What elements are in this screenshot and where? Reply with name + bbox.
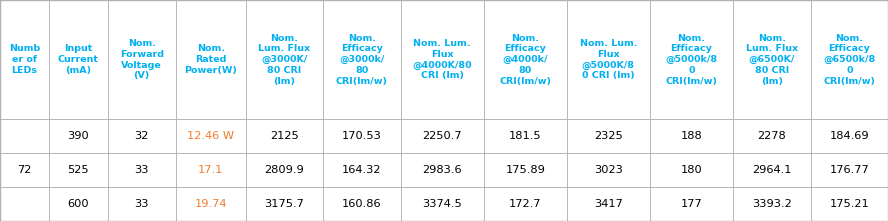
Text: 12.46 W: 12.46 W bbox=[187, 131, 234, 141]
Bar bbox=[400, 153, 484, 187]
Text: 177: 177 bbox=[680, 199, 702, 209]
Bar bbox=[176, 187, 246, 221]
Bar bbox=[811, 187, 888, 221]
Text: 2983.6: 2983.6 bbox=[423, 165, 462, 175]
Text: 2325: 2325 bbox=[594, 131, 622, 141]
Bar bbox=[0, 0, 49, 119]
Text: Nom.
Forward
Voltage
(V): Nom. Forward Voltage (V) bbox=[120, 39, 163, 80]
Bar bbox=[49, 187, 107, 221]
Bar bbox=[650, 119, 733, 153]
Bar bbox=[650, 0, 733, 119]
Bar bbox=[246, 119, 323, 153]
Text: 172.7: 172.7 bbox=[509, 199, 542, 209]
Bar bbox=[811, 0, 888, 119]
Text: 3175.7: 3175.7 bbox=[265, 199, 305, 209]
Text: 164.32: 164.32 bbox=[342, 165, 382, 175]
Bar bbox=[567, 0, 650, 119]
Text: 188: 188 bbox=[680, 131, 702, 141]
Bar bbox=[567, 187, 650, 221]
Bar bbox=[0, 119, 49, 153]
Bar bbox=[733, 187, 811, 221]
Text: Nom.
Efficacy
@5000k/8
0
CRI(lm/w): Nom. Efficacy @5000k/8 0 CRI(lm/w) bbox=[665, 34, 718, 86]
Text: 600: 600 bbox=[67, 199, 89, 209]
Bar bbox=[811, 119, 888, 153]
Text: 2964.1: 2964.1 bbox=[752, 165, 791, 175]
Bar bbox=[246, 0, 323, 119]
Bar bbox=[733, 0, 811, 119]
Text: 17.1: 17.1 bbox=[198, 165, 224, 175]
Bar bbox=[49, 0, 107, 119]
Text: Nom.
Rated
Power(W): Nom. Rated Power(W) bbox=[184, 44, 237, 75]
Bar bbox=[733, 153, 811, 187]
Bar bbox=[650, 187, 733, 221]
Text: Nom.
Lum. Flux
@3000K/
80 CRI
(lm): Nom. Lum. Flux @3000K/ 80 CRI (lm) bbox=[258, 34, 311, 86]
Bar bbox=[323, 153, 400, 187]
Bar bbox=[176, 0, 246, 119]
Text: 33: 33 bbox=[134, 165, 149, 175]
Bar bbox=[567, 119, 650, 153]
Text: 176.77: 176.77 bbox=[829, 165, 869, 175]
Bar bbox=[733, 119, 811, 153]
Text: Numb
er of
LEDs: Numb er of LEDs bbox=[9, 44, 40, 75]
Text: Input
Current
(mA): Input Current (mA) bbox=[58, 44, 99, 75]
Bar bbox=[49, 119, 107, 153]
Bar bbox=[107, 0, 176, 119]
Text: 2278: 2278 bbox=[757, 131, 786, 141]
Text: 33: 33 bbox=[134, 199, 149, 209]
Bar bbox=[400, 187, 484, 221]
Text: 2125: 2125 bbox=[270, 131, 298, 141]
Text: 525: 525 bbox=[67, 165, 89, 175]
Text: 390: 390 bbox=[67, 131, 90, 141]
Bar bbox=[484, 187, 567, 221]
Bar bbox=[176, 119, 246, 153]
Text: 180: 180 bbox=[680, 165, 702, 175]
Text: Nom. Lum.
Flux
@4000K/80
CRI (lm): Nom. Lum. Flux @4000K/80 CRI (lm) bbox=[412, 39, 472, 80]
Text: Nom.
Efficacy
@3000k/
80
CRI(lm/w): Nom. Efficacy @3000k/ 80 CRI(lm/w) bbox=[336, 34, 388, 86]
Bar bbox=[107, 119, 176, 153]
Bar bbox=[176, 153, 246, 187]
Text: 3023: 3023 bbox=[594, 165, 622, 175]
Bar bbox=[246, 187, 323, 221]
Text: 19.74: 19.74 bbox=[194, 199, 227, 209]
Text: 32: 32 bbox=[134, 131, 149, 141]
Text: 2809.9: 2809.9 bbox=[265, 165, 305, 175]
Text: 181.5: 181.5 bbox=[509, 131, 542, 141]
Bar bbox=[107, 187, 176, 221]
Text: Nom. Lum.
Flux
@5000K/8
0 CRI (lm): Nom. Lum. Flux @5000K/8 0 CRI (lm) bbox=[580, 39, 637, 80]
Bar bbox=[323, 0, 400, 119]
Bar bbox=[246, 153, 323, 187]
Text: 184.69: 184.69 bbox=[829, 131, 869, 141]
Text: 72: 72 bbox=[18, 165, 32, 175]
Bar bbox=[323, 119, 400, 153]
Bar bbox=[0, 153, 49, 187]
Text: 3417: 3417 bbox=[594, 199, 622, 209]
Text: 175.89: 175.89 bbox=[505, 165, 545, 175]
Bar bbox=[107, 153, 176, 187]
Text: 170.53: 170.53 bbox=[342, 131, 382, 141]
Bar bbox=[49, 153, 107, 187]
Bar bbox=[0, 187, 49, 221]
Text: 3374.5: 3374.5 bbox=[422, 199, 462, 209]
Bar bbox=[811, 153, 888, 187]
Bar bbox=[400, 119, 484, 153]
Bar bbox=[484, 153, 567, 187]
Text: 160.86: 160.86 bbox=[342, 199, 382, 209]
Bar bbox=[650, 153, 733, 187]
Bar bbox=[484, 0, 567, 119]
Text: Nom.
Efficacy
@4000k/
80
CRI(lm/w): Nom. Efficacy @4000k/ 80 CRI(lm/w) bbox=[499, 34, 551, 86]
Text: Nom.
Efficacy
@6500k/8
0
CRI(lm/w): Nom. Efficacy @6500k/8 0 CRI(lm/w) bbox=[823, 34, 876, 86]
Bar bbox=[400, 0, 484, 119]
Text: 175.21: 175.21 bbox=[829, 199, 869, 209]
Bar bbox=[323, 187, 400, 221]
Text: 3393.2: 3393.2 bbox=[752, 199, 792, 209]
Text: Nom.
Lum. Flux
@6500K/
80 CRI
(lm): Nom. Lum. Flux @6500K/ 80 CRI (lm) bbox=[746, 34, 797, 86]
Text: 2250.7: 2250.7 bbox=[423, 131, 462, 141]
Bar bbox=[567, 153, 650, 187]
Bar bbox=[484, 119, 567, 153]
